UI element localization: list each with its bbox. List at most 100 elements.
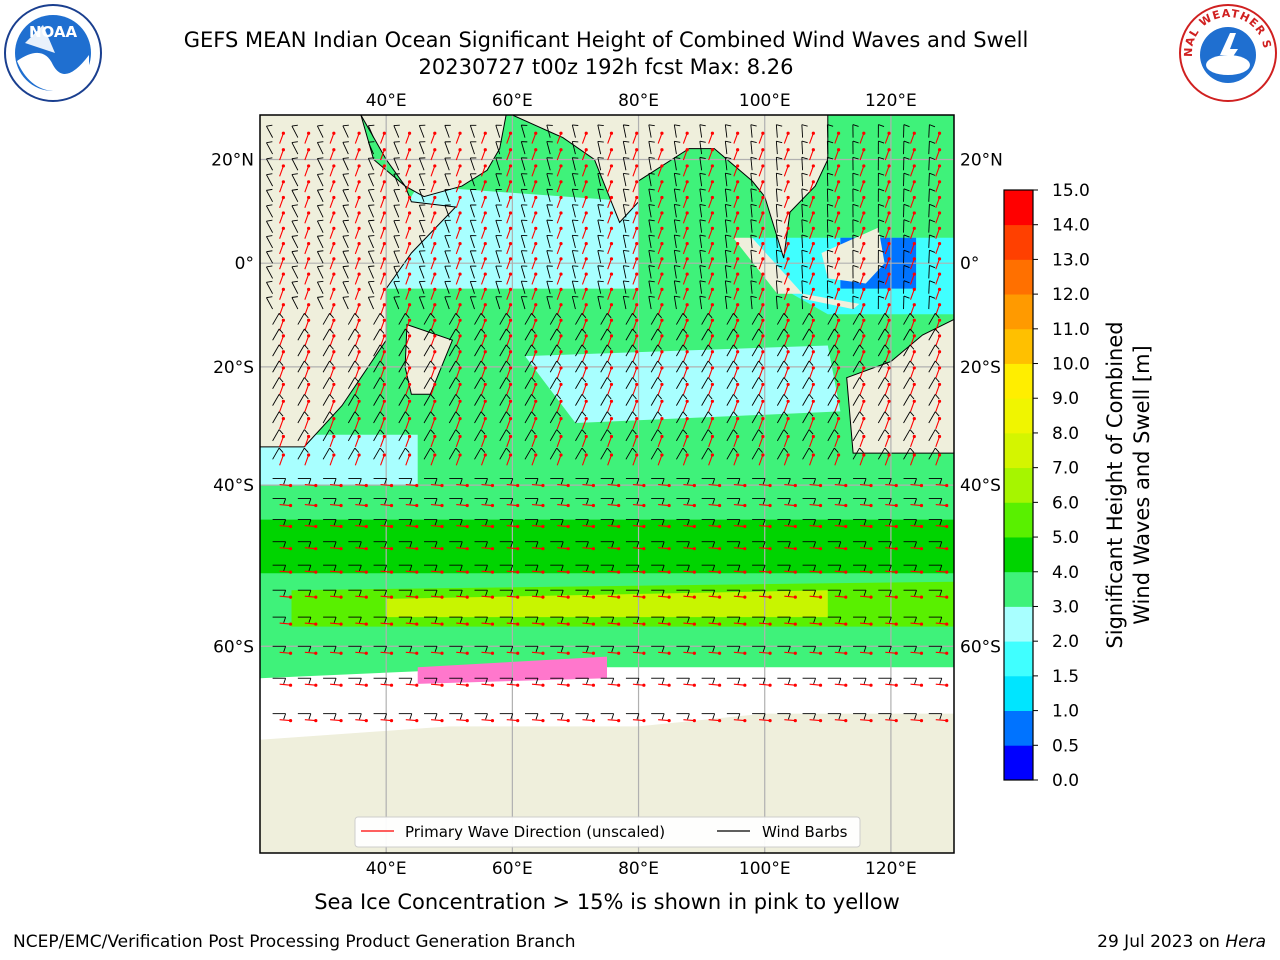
wave-arrow-head	[566, 570, 570, 574]
wave-direction-arrow	[556, 181, 562, 193]
wave-direction-arrow	[330, 525, 342, 528]
wind-barb-flag	[480, 429, 486, 435]
wave-direction-arrow	[531, 384, 537, 395]
wind-barb-flag	[278, 411, 284, 417]
wind-barb-flag	[480, 411, 486, 417]
wave-arrow-head	[465, 622, 469, 626]
wave-arrow-head	[811, 211, 815, 215]
wave-direction-arrow	[480, 165, 486, 177]
wind-barb-flag	[838, 541, 842, 548]
wave-arrow-head	[415, 503, 419, 508]
wave-direction-arrow	[683, 622, 695, 625]
wind-barb-flag	[808, 360, 814, 366]
wind-barb-flag	[801, 188, 808, 191]
wave-direction-arrow	[279, 622, 291, 625]
wave-arrow-head	[339, 622, 343, 626]
wave-arrow-head	[307, 180, 311, 184]
wind-barb	[546, 141, 551, 155]
wave-arrow-head	[407, 318, 412, 322]
wind-barb	[699, 124, 703, 138]
wind-barb	[622, 250, 627, 264]
wind-barb	[524, 377, 532, 389]
wave-arrow-head	[382, 399, 386, 403]
wind-barb-flag	[934, 429, 940, 435]
wind-barb-flag	[535, 541, 539, 548]
colorbar-swatch	[1004, 745, 1033, 781]
wave-direction-arrow	[506, 418, 512, 430]
wind-barb-flag	[888, 678, 892, 685]
wave-arrow-head	[768, 524, 772, 529]
wave-direction-arrow	[658, 683, 670, 686]
wind-barb-flag	[783, 377, 789, 383]
footer-host: Hera	[1225, 932, 1266, 952]
wave-direction-arrow	[405, 483, 417, 487]
wind-barb-flag	[939, 646, 943, 653]
wind-barb-flag	[510, 646, 514, 653]
wind-barb-flag	[859, 328, 864, 334]
wave-direction-arrow	[884, 401, 890, 412]
wind-barb-flag	[434, 519, 438, 526]
wind-barb-flag	[636, 713, 640, 720]
wind-barb-flag	[329, 447, 334, 453]
wind-barb-flag	[827, 203, 834, 207]
wave-arrow-head	[458, 434, 462, 439]
colorbar-swatch	[1004, 363, 1033, 399]
wave-arrow-head	[534, 287, 538, 291]
wind-barb-flag	[317, 173, 324, 175]
wind-barb	[469, 141, 475, 155]
wave-direction-arrow	[480, 335, 486, 347]
wind-barb-flag	[291, 157, 298, 160]
wave-arrow-head	[761, 272, 765, 276]
wave-arrow-head	[534, 148, 538, 152]
wave-direction-arrow	[279, 289, 284, 300]
wave-direction-arrow	[304, 351, 310, 363]
wind-barb-flag	[379, 344, 385, 350]
wave-arrow-head	[635, 211, 639, 215]
wind-barb	[546, 204, 551, 218]
wind-barb-flag	[909, 344, 915, 350]
wave-arrow-head	[307, 318, 311, 322]
wave-direction-arrow	[279, 525, 291, 528]
wave-direction-arrow	[531, 165, 537, 177]
wind-barb-flag	[597, 265, 604, 267]
wind-barb-flag	[531, 344, 536, 350]
wind-barb	[469, 296, 475, 310]
wave-direction-arrow	[581, 418, 587, 430]
wave-direction-arrow	[658, 504, 670, 507]
wave-arrow-head	[281, 180, 285, 184]
wind-barb-flag	[657, 328, 662, 334]
wind-barb	[776, 411, 785, 424]
wave-arrow-head	[332, 164, 336, 168]
wave-arrow-head	[836, 226, 841, 230]
wave-direction-arrow	[682, 351, 688, 363]
wind-barb	[444, 189, 450, 202]
wind-barb-flag	[597, 157, 604, 159]
wave-arrow-head	[717, 547, 722, 551]
wave-arrow-head	[458, 399, 462, 403]
wind-barb-flag	[434, 498, 438, 505]
wind-barb	[676, 447, 684, 460]
wind-barb-flag	[586, 478, 589, 485]
wave-direction-arrow	[834, 719, 846, 722]
wave-direction-arrow	[935, 165, 941, 177]
wind-barb-flag	[379, 429, 385, 435]
wave-arrow-head	[710, 350, 714, 354]
wave-arrow-head	[836, 180, 841, 184]
wind-barb-flag	[762, 519, 766, 526]
wind-barb	[549, 447, 558, 460]
wind-barb-flag	[581, 429, 587, 435]
wind-barb	[423, 429, 431, 442]
wind-barb	[546, 157, 551, 171]
wind-barb-flag	[878, 172, 885, 176]
wind-barb-flag	[308, 565, 312, 571]
wave-direction-arrow	[480, 436, 486, 448]
wave-arrow-head	[945, 503, 949, 508]
wind-barb-flag	[725, 156, 732, 160]
wind-barb-flag	[581, 447, 587, 453]
wave-direction-arrow	[354, 212, 360, 224]
wind-barb-flag	[852, 264, 859, 268]
wave-direction-arrow	[506, 181, 512, 193]
wave-direction-arrow	[733, 525, 745, 528]
wave-arrow-head	[667, 483, 671, 488]
wind-barb	[297, 328, 305, 341]
